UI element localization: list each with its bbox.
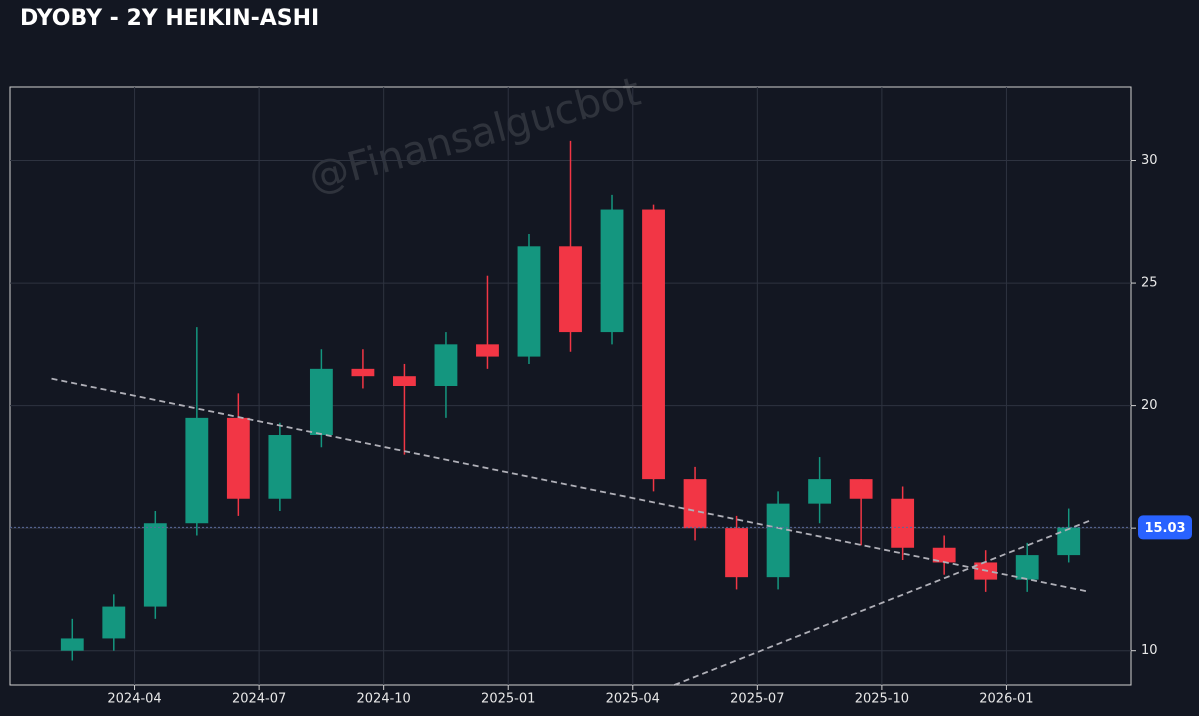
candle-body — [60, 638, 84, 651]
trend-line — [673, 519, 1090, 686]
candle-body — [517, 246, 541, 357]
candle-body — [476, 344, 499, 357]
x-tick-label: 2024-04 — [107, 692, 161, 707]
candle-body — [600, 209, 624, 333]
x-tick-label: 2025-10 — [855, 692, 909, 707]
candle-body — [808, 479, 832, 504]
trend-line — [51, 377, 1090, 593]
x-tick-label: 2024-10 — [357, 692, 411, 707]
x-tick-label: 2025-04 — [606, 692, 660, 707]
candle-body — [1057, 527, 1081, 556]
x-tick-label: 2024-07 — [232, 692, 286, 707]
y-tick-label: 10 — [1141, 643, 1158, 658]
candle-body — [891, 498, 915, 548]
candle-body — [268, 435, 292, 499]
candle-body — [434, 344, 458, 386]
y-tick-label: 25 — [1141, 276, 1158, 291]
chart-title: DYOBY - 2Y HEIKIN-ASHI — [20, 6, 319, 31]
candle-body — [766, 503, 790, 578]
candle-body — [309, 368, 333, 436]
candle-body — [559, 246, 582, 333]
x-tick-label: 2025-07 — [730, 692, 784, 707]
last-price-badge — [1138, 515, 1192, 540]
x-tick-label: 2026-01 — [979, 692, 1033, 707]
candle-body — [102, 606, 126, 639]
y-tick-label: 20 — [1141, 398, 1158, 413]
last-price-label: 15.03 — [1144, 521, 1185, 536]
candle-body — [642, 209, 665, 480]
candle-body — [932, 547, 956, 563]
y-tick-label: 30 — [1141, 153, 1158, 168]
candle-body — [143, 523, 167, 607]
candle-body — [185, 417, 209, 524]
candle-body — [683, 479, 707, 529]
candle-body — [1015, 555, 1039, 580]
candle-body — [351, 368, 375, 377]
x-tick-label: 2025-01 — [481, 692, 535, 707]
plot-frame — [9, 86, 1132, 686]
candle-body — [849, 479, 873, 499]
candle-body — [725, 528, 748, 578]
candle-body — [226, 417, 250, 499]
candle-body — [393, 376, 416, 386]
